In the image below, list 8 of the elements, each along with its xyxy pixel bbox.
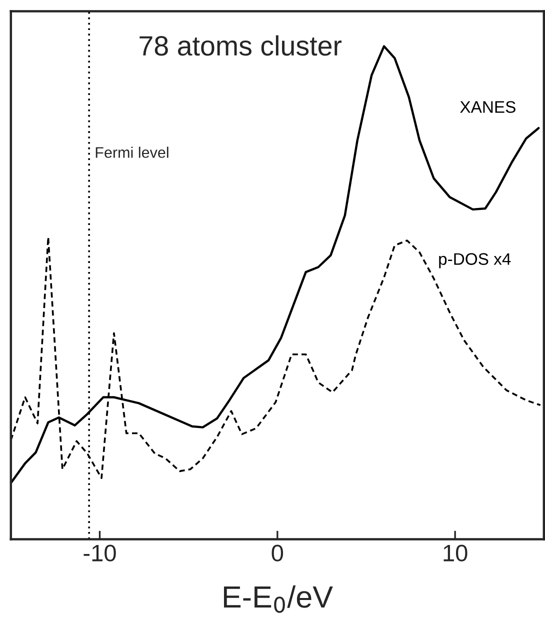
x-axis-title: E-E$_{0}$/eV [224,585,333,613]
chart-title: 78 atoms cluster [140,35,342,56]
x-tick-label: -10 [84,544,116,562]
x-tick-label: 0 [272,544,284,562]
ref-line-label: Fermi level [96,146,168,158]
series-label: XANES [460,101,516,113]
x-tick-label: 10 [444,544,468,562]
series-label: p-DOS x4 [439,253,511,268]
